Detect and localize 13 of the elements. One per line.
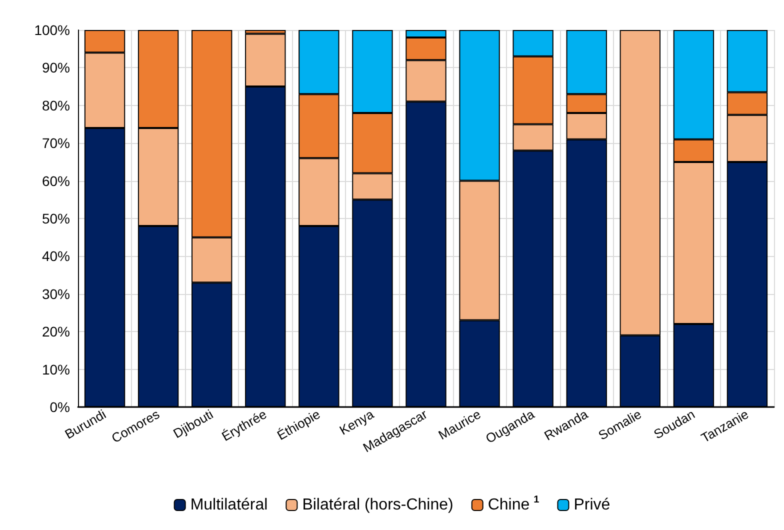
y-tick-label: 90% [42, 60, 70, 76]
y-tick-label: 70% [42, 135, 70, 152]
y-tick-label: 40% [42, 248, 70, 264]
legend-label: Bilatéral (hors-Chine) [302, 496, 454, 514]
y-tick-label: 10% [42, 361, 70, 378]
y-tick-label: 60% [42, 172, 70, 189]
legend-label: Multilatéral [190, 496, 268, 514]
y-tick-label: 30% [42, 286, 70, 302]
y-tick-label: 20% [42, 324, 70, 340]
y-tick-label: 80% [42, 97, 70, 114]
y-tick-label: 100% [34, 22, 70, 38]
y-tick-label: 50% [42, 210, 70, 226]
legend-label: Privé [574, 496, 610, 514]
